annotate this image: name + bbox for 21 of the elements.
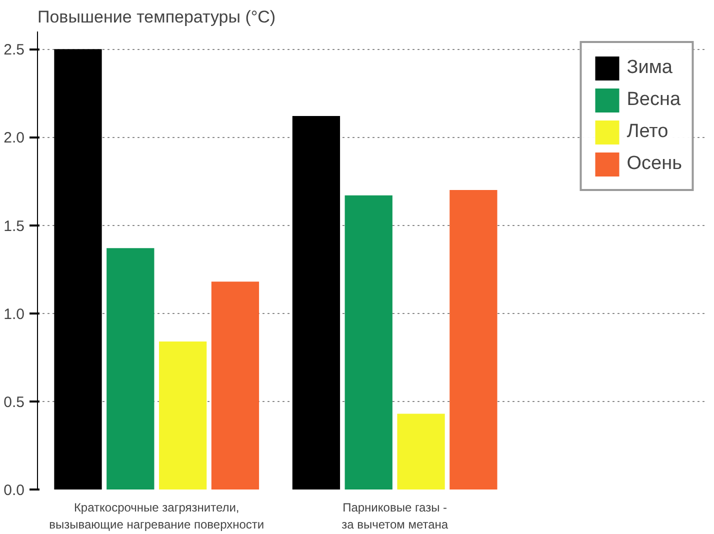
legend-label: Весна (626, 89, 681, 111)
chart-title: Повышение температуры (°C) (38, 8, 276, 26)
bar (158, 342, 207, 490)
y-tick-label: 0.0 (4, 482, 25, 499)
bar (344, 195, 392, 490)
bar (211, 282, 260, 490)
bar (54, 49, 102, 490)
bar (397, 414, 445, 490)
x-tick-label: Парниковые газы - за вычетом метана (342, 500, 448, 532)
bar (292, 116, 340, 490)
legend-label: Осень (626, 153, 682, 175)
y-tick-label: 0.5 (4, 394, 25, 411)
bar (450, 190, 498, 490)
bar (106, 248, 154, 490)
legend-label: Зима (626, 57, 672, 79)
y-tick-label: 2.5 (4, 42, 25, 59)
y-tick-label: 1.5 (4, 218, 25, 235)
y-tick-label: 2.0 (4, 130, 25, 147)
x-tick-label: Краткосрочные загрязнители, вызывающие нагревание поверхности (49, 500, 264, 532)
y-tick-label: 1.0 (4, 306, 25, 323)
legend-label: Лето (626, 121, 668, 143)
